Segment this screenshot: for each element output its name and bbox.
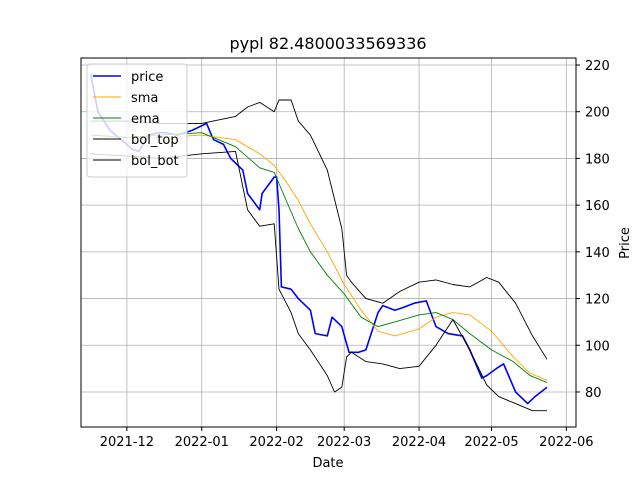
x-tick-label: 2022-01 [175, 435, 229, 450]
series-sma-line [90, 134, 548, 381]
y-tick-label: 120 [585, 293, 610, 308]
legend-label: bol_bot [131, 154, 179, 169]
chart-title: pypl 82.4800033569336 [229, 34, 426, 53]
series-bol-bot-line [90, 150, 547, 412]
series-bol-top-line [90, 99, 548, 360]
y-tick-label: 200 [585, 106, 610, 121]
x-tick-label: 2022-06 [539, 435, 593, 450]
x-axis-ticks: 2021-12 2022-01 2022-02 2022-03 2022-04 2022-… [100, 427, 594, 450]
y-tick-label: 220 [585, 59, 610, 74]
y-axis-ticks: 80 100 120 140 160 180 200 220 [576, 59, 610, 401]
x-tick-label: 2022-02 [249, 435, 303, 450]
legend-box [86, 63, 188, 178]
legend: price sma ema bol_top bol_bot [86, 63, 188, 178]
x-tick-label: 2022-03 [317, 435, 371, 450]
grid [81, 58, 576, 427]
legend-label: ema [131, 112, 160, 127]
legend-label: price [131, 70, 163, 85]
x-tick-label: 2022-04 [392, 435, 446, 450]
x-tick-label: 2022-05 [464, 435, 518, 450]
y-tick-label: 100 [585, 339, 610, 354]
y-tick-label: 160 [585, 199, 610, 214]
legend-label: sma [131, 91, 158, 106]
x-tick-label: 2021-12 [100, 435, 154, 450]
y-tick-label: 80 [585, 386, 602, 401]
series-ema-line [90, 132, 548, 384]
y-axis-label: Price [618, 227, 633, 259]
legend-label: bol_top [131, 133, 179, 148]
y-tick-label: 180 [585, 152, 610, 167]
x-axis-label: Date [312, 456, 343, 471]
y-tick-label: 140 [585, 246, 610, 261]
plot-frame [80, 57, 577, 428]
